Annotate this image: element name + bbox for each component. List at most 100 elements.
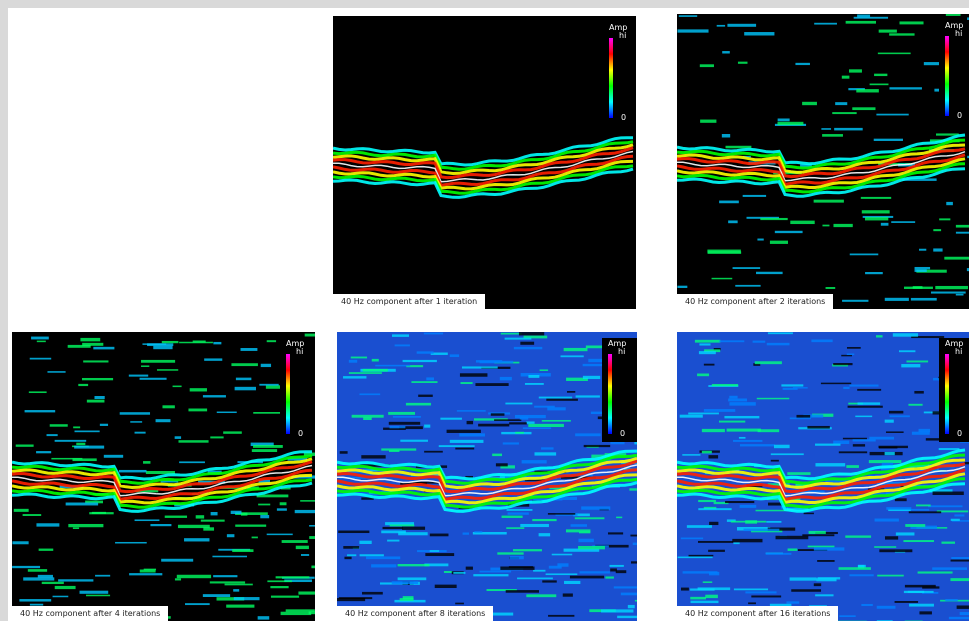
- texture: [411, 381, 437, 383]
- texture: [835, 102, 847, 105]
- texture: [849, 574, 873, 576]
- texture: [856, 89, 879, 92]
- texture: [906, 360, 928, 362]
- texture: [839, 451, 867, 453]
- texture: [150, 524, 171, 526]
- seismic-image: [677, 14, 969, 309]
- texture: [28, 569, 47, 572]
- texture: [305, 334, 315, 337]
- texture: [491, 413, 505, 415]
- texture: [241, 348, 258, 351]
- texture: [847, 347, 861, 349]
- texture: [733, 440, 762, 442]
- texture: [467, 421, 473, 424]
- texture: [579, 531, 590, 533]
- texture: [259, 384, 278, 386]
- texture: [526, 594, 556, 597]
- texture: [616, 517, 622, 519]
- texture: [821, 383, 851, 385]
- texture: [951, 519, 960, 521]
- seismic-image: [12, 332, 315, 621]
- texture: [778, 118, 790, 121]
- texture: [728, 220, 738, 223]
- texture: [347, 554, 356, 556]
- texture: [944, 257, 969, 260]
- texture: [616, 570, 627, 573]
- texture: [474, 531, 482, 533]
- texture: [918, 571, 953, 573]
- texture: [515, 415, 546, 418]
- texture: [390, 524, 415, 526]
- texture: [849, 385, 878, 387]
- texture: [55, 586, 76, 589]
- texture: [822, 225, 829, 227]
- texture: [771, 453, 804, 455]
- texture: [73, 426, 80, 428]
- texture: [309, 536, 315, 539]
- texture: [903, 540, 934, 542]
- texture: [605, 576, 614, 578]
- texture: [210, 581, 245, 583]
- seismic-image: [337, 332, 637, 621]
- texture: [834, 128, 863, 131]
- texture: [217, 412, 237, 414]
- texture: [744, 529, 780, 531]
- texture: [760, 218, 787, 220]
- colorbar-high: hi: [955, 30, 962, 38]
- texture: [211, 512, 218, 515]
- texture: [175, 436, 181, 439]
- texture: [964, 462, 969, 464]
- texture: [719, 340, 744, 342]
- texture: [140, 569, 156, 572]
- texture: [850, 254, 879, 256]
- seismic-image: [333, 16, 636, 309]
- texture: [539, 397, 572, 399]
- texture: [757, 239, 763, 241]
- texture: [609, 565, 623, 567]
- texture: [540, 369, 549, 371]
- texture: [241, 512, 247, 515]
- texture: [815, 463, 845, 466]
- texture: [877, 575, 904, 577]
- texture: [865, 217, 888, 220]
- texture: [352, 415, 384, 418]
- texture: [933, 492, 964, 495]
- texture: [842, 76, 850, 79]
- texture: [722, 51, 730, 53]
- texture: [956, 294, 964, 296]
- texture: [705, 595, 718, 598]
- texture: [567, 391, 575, 393]
- texture: [879, 549, 912, 552]
- texture: [115, 542, 147, 544]
- texture: [621, 593, 637, 596]
- texture: [344, 557, 351, 559]
- texture: [398, 577, 427, 580]
- texture: [564, 581, 580, 584]
- texture: [808, 546, 835, 548]
- texture: [340, 451, 348, 454]
- texture: [709, 522, 718, 525]
- texture: [571, 524, 587, 527]
- texture: [814, 547, 845, 550]
- texture: [881, 223, 889, 226]
- texture: [460, 382, 472, 384]
- texture: [698, 500, 716, 502]
- texture: [120, 412, 150, 415]
- texture: [681, 588, 689, 591]
- texture: [281, 612, 312, 615]
- texture: [129, 375, 148, 377]
- texture: [821, 128, 831, 130]
- texture: [506, 590, 539, 593]
- texture: [271, 596, 299, 598]
- texture: [725, 501, 754, 503]
- texture: [193, 340, 206, 342]
- texture: [682, 454, 700, 456]
- texture: [679, 15, 697, 17]
- texture: [683, 571, 718, 573]
- texture: [157, 369, 178, 371]
- texture: [843, 438, 867, 440]
- texture: [708, 455, 718, 458]
- texture: [277, 508, 287, 510]
- texture: [510, 556, 524, 559]
- texture: [564, 348, 588, 351]
